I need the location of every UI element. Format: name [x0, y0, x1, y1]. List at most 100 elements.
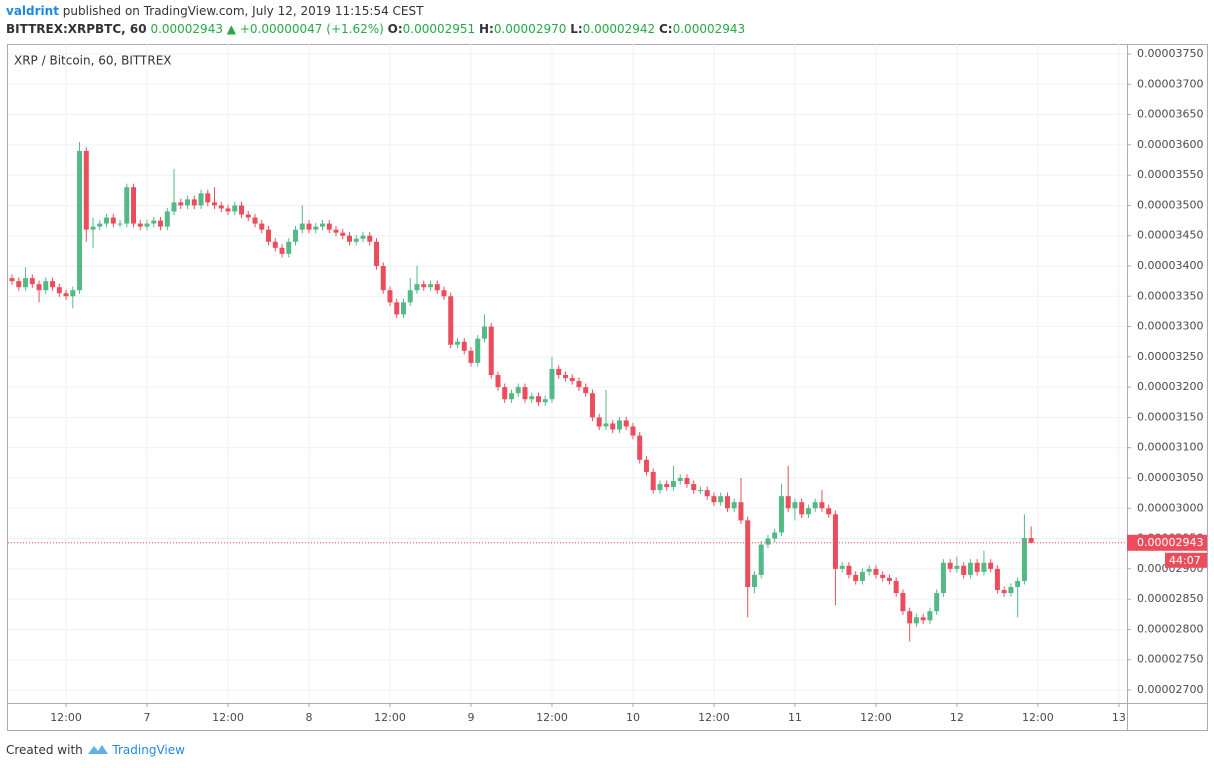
candle-body — [569, 378, 575, 382]
y-tick-label: 0.00003750 — [1137, 47, 1203, 60]
countdown-label: 44:07 — [1169, 554, 1201, 567]
x-tick-label: 12 — [950, 711, 964, 724]
candle-body — [522, 387, 528, 400]
candle-body — [731, 502, 737, 509]
candle-body — [751, 574, 757, 588]
candle-body — [70, 290, 76, 297]
candle-body — [515, 387, 521, 394]
change: +0.00000047 (+1.62%) — [239, 22, 384, 36]
x-tick-label: 12:00 — [50, 711, 82, 724]
grid — [8, 44, 1127, 703]
candle-body — [427, 284, 433, 288]
candle-body — [245, 214, 251, 218]
candle-body — [1008, 587, 1014, 594]
candle-body — [158, 220, 164, 227]
candle-body — [529, 396, 535, 400]
candle-body — [805, 508, 811, 515]
candle-body — [495, 375, 501, 388]
x-tick-label: 11 — [788, 711, 802, 724]
candle-body — [603, 423, 609, 427]
candle-body — [785, 496, 791, 509]
created: Created with — [6, 743, 83, 757]
candle-body — [266, 229, 272, 242]
candle-body — [171, 202, 177, 212]
footer: Created with TradingView — [6, 742, 185, 757]
candle-body — [36, 284, 42, 291]
y-tick-label: 0.00002800 — [1137, 622, 1203, 635]
candle-body — [954, 565, 960, 569]
candle-body — [414, 284, 420, 291]
candle-body — [63, 293, 69, 297]
candle-body — [124, 187, 130, 224]
candle-body — [893, 580, 899, 594]
candle-body — [475, 338, 481, 363]
y-tick-label: 0.00003400 — [1137, 259, 1203, 272]
candle-body — [610, 423, 616, 430]
candle-body — [643, 459, 649, 472]
candle-body — [664, 484, 670, 488]
candle-body — [97, 223, 103, 227]
x-tick-label: 12:00 — [374, 711, 406, 724]
candle-body — [131, 187, 137, 224]
candle-body — [259, 223, 265, 230]
candle-body — [333, 229, 339, 233]
candle-body — [886, 577, 892, 581]
candle-body — [947, 562, 953, 569]
candle-body — [347, 235, 353, 242]
candle-body — [454, 341, 460, 345]
candle-body — [50, 281, 56, 288]
candle-body — [434, 284, 440, 291]
price-tag — [1127, 534, 1207, 551]
chart: XRP / Bitcoin, 60, BITTREX 0.00002700 0.0… — [7, 44, 1208, 731]
candle-body — [542, 399, 548, 403]
candle-body — [16, 281, 22, 288]
candle-body — [239, 205, 245, 215]
candle-body — [468, 350, 474, 363]
y-tick-label: 0.00003500 — [1137, 198, 1203, 211]
candle-body — [367, 235, 373, 242]
x-tick-label: 12:00 — [536, 711, 568, 724]
y-tick-label: 0.00003100 — [1137, 441, 1203, 454]
brand[interactable]: TradingView — [112, 743, 185, 757]
y-tick-label: 0.00003700 — [1137, 77, 1203, 90]
candle-body — [900, 593, 906, 612]
candle-body — [583, 387, 589, 394]
candle-body — [880, 574, 886, 578]
candle-body — [29, 278, 35, 285]
y-tick-label: 0.00002750 — [1137, 653, 1203, 666]
c-label: C: — [659, 22, 673, 36]
candle-body — [684, 477, 690, 485]
candle-body — [745, 520, 751, 588]
candle-body — [178, 202, 184, 206]
candle-body — [43, 281, 49, 291]
candle-body — [812, 502, 818, 509]
y-tick-label: 0.00003350 — [1137, 289, 1203, 302]
candle-body — [913, 617, 919, 624]
price-tag-label: 0.00002943 — [1137, 536, 1203, 549]
candle-body — [1015, 580, 1021, 588]
y-tick-label: 0.00003550 — [1137, 168, 1203, 181]
candle-body — [616, 420, 622, 430]
chart-title: XRP / Bitcoin, 60, BITTREX — [14, 54, 172, 68]
candle-body — [340, 232, 346, 236]
candle-body — [360, 235, 366, 239]
candle-body — [623, 420, 629, 427]
x-tick-label: 9 — [467, 711, 474, 724]
candle-body — [819, 502, 825, 509]
candle-body — [974, 562, 980, 572]
countdown-tag — [1165, 552, 1207, 568]
candle-body — [56, 287, 62, 294]
candle-body — [1028, 537, 1034, 543]
candle-body — [151, 220, 157, 224]
candle-body — [778, 496, 784, 533]
candle-body — [758, 544, 764, 575]
x-tick-label: 12:00 — [698, 711, 730, 724]
candle-body — [697, 490, 703, 492]
candle-body — [772, 532, 778, 539]
candle-body — [691, 484, 697, 491]
y-tick-label: 0.00002700 — [1137, 683, 1203, 696]
candle-body — [77, 150, 83, 291]
candle-body — [23, 278, 29, 288]
author[interactable]: valdrint — [6, 4, 59, 18]
